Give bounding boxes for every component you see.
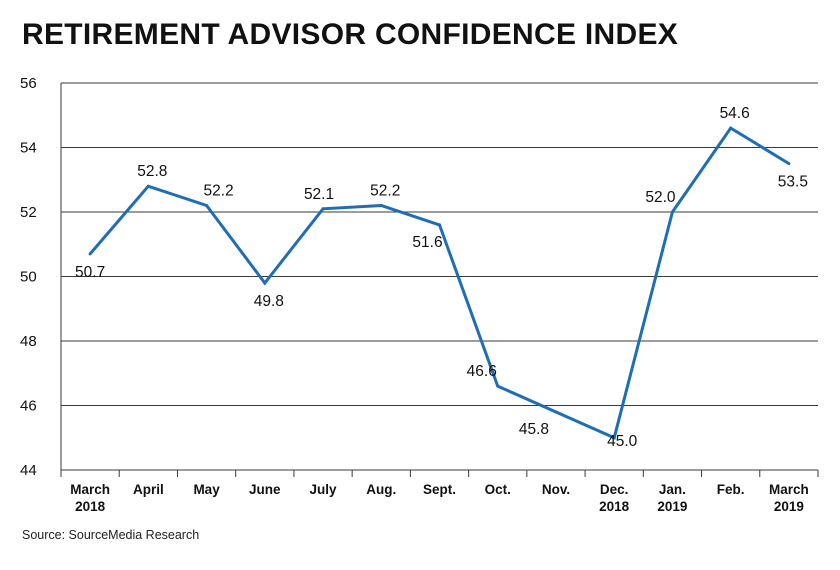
x-tick-label: Aug. <box>366 482 396 497</box>
data-labels: 50.7 52.8 52.2 49.8 52.1 52.2 51.6 46.6 45.8 45.0… <box>75 105 808 450</box>
data-point <box>379 204 383 208</box>
y-tick-label: 52 <box>20 204 37 221</box>
data-point <box>554 410 558 414</box>
data-point <box>321 207 325 211</box>
data-label: 51.6 <box>412 234 442 251</box>
series <box>88 126 791 440</box>
x-axis-tick-labels: March 2018 April May June July Aug. Sept. Oct. No… <box>70 482 809 514</box>
data-point <box>263 281 267 285</box>
y-tick-label: 50 <box>20 269 37 286</box>
x-tick-label: May <box>193 482 220 497</box>
x-tick-label: June <box>249 482 281 497</box>
data-point <box>729 126 733 130</box>
data-point <box>146 184 150 188</box>
data-point <box>496 384 500 388</box>
data-point <box>438 223 441 227</box>
source-note: Source: SourceMedia Research <box>22 528 200 542</box>
y-tick-label: 46 <box>20 398 37 415</box>
axes <box>60 83 819 477</box>
data-label: 46.6 <box>467 363 497 380</box>
data-label: 54.6 <box>720 105 750 122</box>
x-tick-label: March 2019 <box>769 482 809 514</box>
data-label: 49.8 <box>254 293 284 310</box>
y-axis-tick-labels: 44 46 48 50 52 54 56 <box>20 75 37 479</box>
y-tick-label: 48 <box>20 333 37 350</box>
line-chart: 44 46 48 50 52 54 56 March 2018 April May June July… <box>20 75 819 514</box>
x-tick-label: Nov. <box>542 482 570 497</box>
x-tick-label: Feb. <box>717 482 745 497</box>
data-label: 52.0 <box>645 189 676 206</box>
series-line <box>88 126 790 440</box>
x-tick-label: March 2018 <box>70 482 110 514</box>
data-label: 52.8 <box>137 163 167 180</box>
data-label: 52.2 <box>370 183 400 200</box>
x-tick-label: Oct. <box>485 482 511 497</box>
x-tick-label: April <box>133 482 164 497</box>
x-tick-label: Jan. 2019 <box>657 482 687 514</box>
y-tick-label: 56 <box>20 75 37 92</box>
data-label: 52.2 <box>203 183 233 200</box>
x-tick-label: July <box>310 482 338 497</box>
data-point <box>88 252 92 256</box>
gridlines <box>61 82 818 471</box>
y-tick-label: 44 <box>20 462 37 479</box>
x-tick-label: Dec. 2018 <box>599 482 630 514</box>
data-point <box>612 436 616 440</box>
data-point <box>787 162 791 166</box>
data-label: 53.5 <box>778 174 808 191</box>
chart-title: RETIREMENT ADVISOR CONFIDENCE INDEX <box>22 18 679 51</box>
y-tick-label: 54 <box>20 140 37 157</box>
data-label: 45.8 <box>519 421 549 438</box>
data-point <box>670 210 674 214</box>
data-point <box>205 204 209 208</box>
data-label: 52.1 <box>304 186 334 203</box>
data-label: 50.7 <box>75 264 105 281</box>
x-tick-label: Sept. <box>423 482 456 497</box>
data-label: 45.0 <box>607 433 638 450</box>
